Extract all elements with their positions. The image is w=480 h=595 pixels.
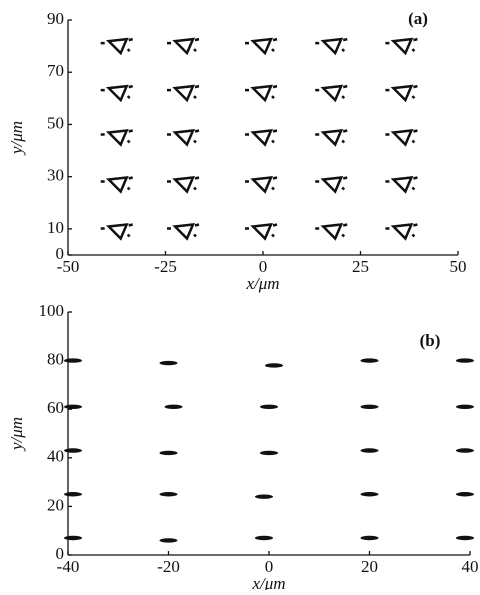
x-tick-label: -20 — [157, 557, 180, 576]
glyph — [385, 39, 417, 53]
glyph — [255, 536, 273, 540]
glyph — [101, 178, 133, 192]
y-axis-label: y/μm — [7, 417, 26, 452]
x-tick-label: -25 — [154, 257, 177, 276]
y-tick-label: 70 — [47, 61, 64, 80]
x-axis-label: x/μm — [251, 574, 285, 590]
glyph — [385, 178, 417, 192]
y-tick-label: 0 — [56, 544, 65, 563]
glyph — [245, 131, 277, 145]
glyph — [385, 225, 417, 239]
y-tick-label: 100 — [39, 301, 65, 320]
y-tick-label: 60 — [47, 398, 64, 417]
glyph — [101, 39, 133, 53]
y-tick-label: 10 — [47, 218, 64, 237]
y-tick-label: 80 — [47, 350, 64, 369]
y-tick-label: 30 — [47, 166, 64, 185]
y-tick-label: 20 — [47, 495, 64, 514]
glyph — [260, 451, 278, 455]
glyph — [167, 86, 199, 100]
glyph — [315, 225, 347, 239]
glyph — [361, 448, 379, 452]
glyph — [361, 405, 379, 409]
glyph — [361, 536, 379, 540]
glyph — [315, 178, 347, 192]
figure: -50-250255001030507090x/μmy/μm(a)-40-200… — [0, 0, 480, 590]
glyph — [255, 494, 273, 498]
glyph — [101, 225, 133, 239]
glyph — [64, 358, 82, 362]
glyph — [167, 39, 199, 53]
glyph — [361, 492, 379, 496]
glyph — [101, 86, 133, 100]
glyph — [64, 492, 82, 496]
glyph — [456, 448, 474, 452]
glyph — [456, 405, 474, 409]
glyph — [165, 405, 183, 409]
glyph — [361, 358, 379, 362]
y-tick-label: 40 — [47, 447, 64, 466]
glyph — [385, 131, 417, 145]
glyph — [260, 405, 278, 409]
glyph — [385, 86, 417, 100]
glyph — [167, 131, 199, 145]
y-axis-label: y/μm — [7, 121, 26, 156]
glyph — [456, 358, 474, 362]
glyph — [64, 536, 82, 540]
glyph — [160, 538, 178, 542]
glyph — [245, 86, 277, 100]
glyph — [64, 448, 82, 452]
x-tick-label: 40 — [462, 557, 479, 576]
glyph — [456, 536, 474, 540]
y-tick-label: 50 — [47, 113, 64, 132]
glyph — [101, 131, 133, 145]
glyph — [456, 492, 474, 496]
panel-label: (a) — [408, 9, 428, 28]
x-tick-label: 20 — [361, 557, 378, 576]
y-tick-label: 90 — [47, 9, 64, 28]
y-tick-label: 0 — [56, 244, 65, 263]
glyph — [160, 451, 178, 455]
glyph — [160, 492, 178, 496]
glyph — [245, 225, 277, 239]
x-axis-label: x/μm — [245, 274, 279, 293]
glyph — [265, 363, 283, 367]
glyph — [245, 178, 277, 192]
panel-label: (b) — [420, 331, 441, 350]
glyph — [167, 178, 199, 192]
glyph — [245, 39, 277, 53]
glyph — [315, 39, 347, 53]
x-tick-label: 50 — [450, 257, 467, 276]
glyph — [167, 225, 199, 239]
glyph — [64, 405, 82, 409]
glyph — [160, 361, 178, 365]
glyph — [315, 131, 347, 145]
x-tick-label: 25 — [352, 257, 369, 276]
glyph — [315, 86, 347, 100]
